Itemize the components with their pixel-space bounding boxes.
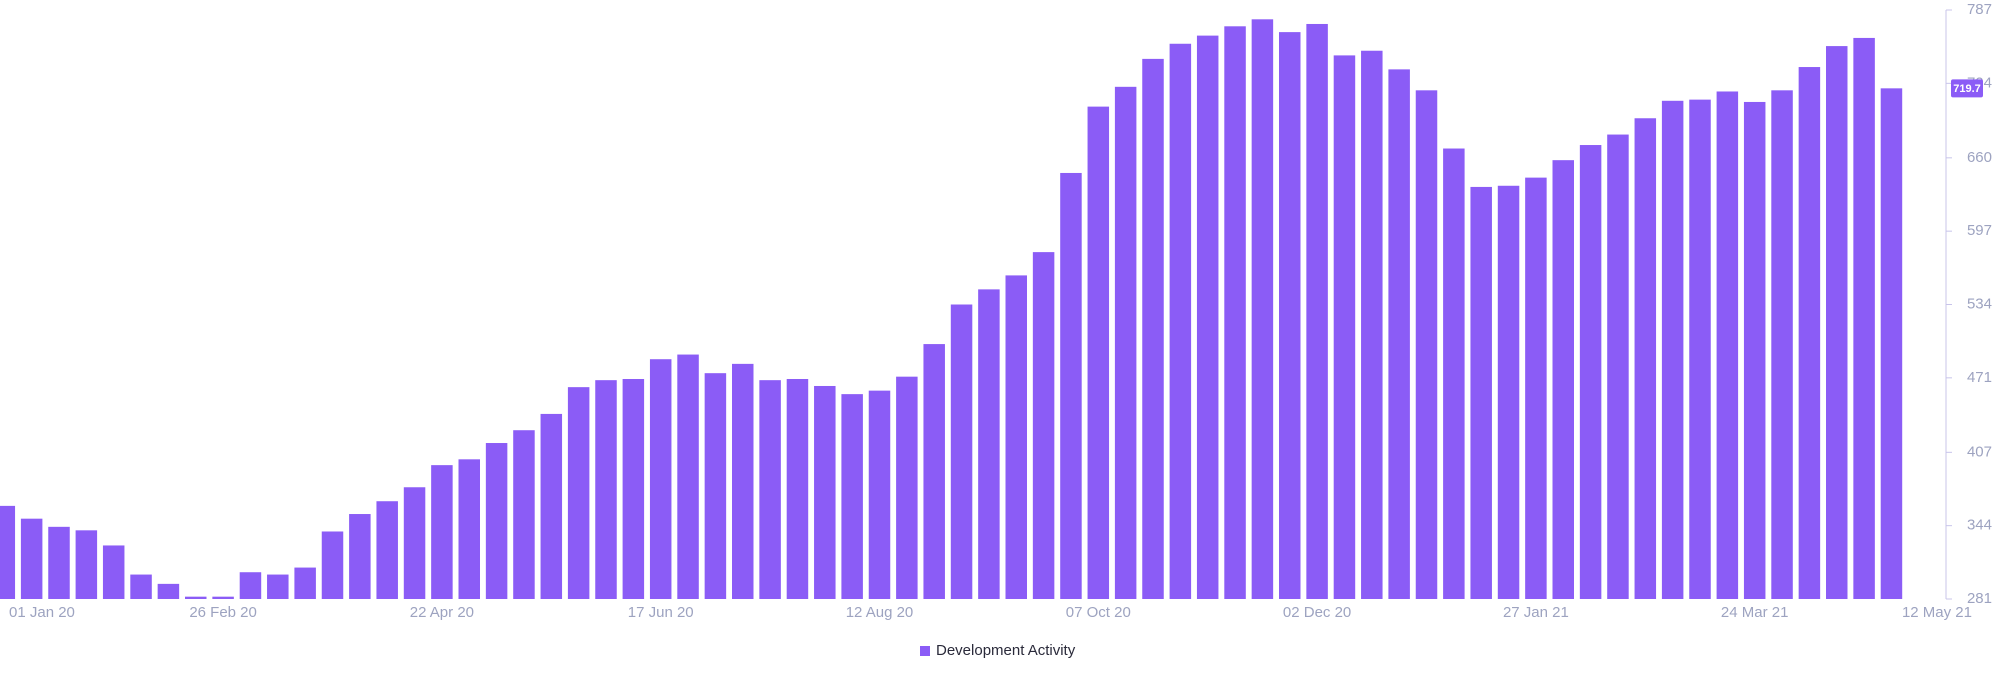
bar <box>1361 50 1383 600</box>
x-tick-label: 12 Aug 20 <box>846 604 914 621</box>
bar <box>1689 99 1711 599</box>
bar <box>759 380 781 599</box>
bar <box>75 530 98 599</box>
bar <box>1880 88 1903 599</box>
bar <box>649 359 672 599</box>
y-tick-label: 787 <box>1967 1 1992 18</box>
y-tick-label: 407 <box>1967 443 1992 460</box>
bar <box>267 574 289 599</box>
current-value-label: 719.7 <box>1953 83 1981 95</box>
x-tick-label: 07 Oct 20 <box>1066 604 1131 621</box>
bar <box>1525 177 1547 600</box>
y-tick-label: 660 <box>1967 149 1992 166</box>
bar <box>595 380 617 599</box>
bar <box>1087 106 1110 599</box>
bar <box>1388 69 1410 600</box>
bar <box>923 344 945 599</box>
bar <box>376 501 398 599</box>
bar <box>403 487 426 599</box>
bar <box>1196 35 1219 599</box>
bar <box>431 465 453 599</box>
x-tick-label: 27 Jan 21 <box>1503 604 1569 621</box>
bar <box>1279 32 1301 600</box>
bar <box>1251 19 1274 599</box>
bar <box>841 394 863 599</box>
bar <box>1771 90 1793 600</box>
bar <box>185 596 207 599</box>
y-tick-label: 597 <box>1967 222 1992 239</box>
bar <box>1826 46 1848 600</box>
bar <box>157 583 180 599</box>
y-tick-label: 281 <box>1967 590 1992 607</box>
x-tick-label: 02 Dec 20 <box>1283 604 1351 621</box>
bar <box>1497 185 1520 599</box>
bar <box>622 378 645 599</box>
bar <box>1032 252 1055 599</box>
bar <box>1060 172 1082 600</box>
bar <box>1169 43 1192 600</box>
bar <box>677 354 699 599</box>
y-tick-label: 471 <box>1967 369 1992 386</box>
bar <box>130 574 152 599</box>
x-tick-label: 26 Feb 20 <box>189 604 257 621</box>
x-tick-label: 22 Apr 20 <box>410 604 474 621</box>
bar <box>540 413 563 599</box>
x-tick-label: 17 Jun 20 <box>628 604 694 621</box>
bar <box>513 430 535 599</box>
bar <box>1579 145 1602 600</box>
bar <box>868 390 891 599</box>
bar <box>48 526 70 599</box>
bar <box>1333 55 1356 600</box>
bar <box>1853 37 1875 599</box>
bar <box>1224 26 1246 599</box>
y-tick-label: 534 <box>1967 295 1992 312</box>
bar <box>1661 100 1684 599</box>
bar <box>102 545 125 599</box>
current-value-box <box>1951 79 1983 98</box>
bar <box>732 363 754 599</box>
legend-swatch <box>920 646 930 656</box>
bars <box>0 19 1903 600</box>
bar <box>1415 90 1438 600</box>
bar <box>814 385 836 599</box>
bar <box>485 443 508 599</box>
bar <box>294 567 316 599</box>
bar <box>1607 134 1629 599</box>
x-tick-label: 24 Mar 21 <box>1721 604 1789 621</box>
bar <box>1798 67 1821 600</box>
bar <box>1470 186 1492 599</box>
bar <box>239 572 262 599</box>
bar <box>212 596 234 599</box>
bar <box>1142 58 1164 599</box>
bar <box>1716 91 1739 600</box>
bar <box>896 376 918 599</box>
bar <box>1552 160 1574 599</box>
bar <box>1114 86 1137 599</box>
bar <box>1743 101 1766 599</box>
legend-label: Development Activity <box>936 642 1076 659</box>
bar <box>1005 275 1027 599</box>
bar <box>349 514 371 599</box>
x-tick-label: 01 Jan 20 <box>9 604 75 621</box>
bar <box>567 387 590 599</box>
bar <box>786 378 809 599</box>
bar <box>1634 118 1657 599</box>
x-tick-label: 12 May 21 <box>1902 604 1972 621</box>
bar <box>458 459 480 599</box>
bar <box>704 373 727 599</box>
bar <box>20 518 43 599</box>
y-tick-label: 344 <box>1967 517 1992 534</box>
bar <box>950 304 973 599</box>
bar <box>1306 23 1328 599</box>
bar <box>978 289 1000 599</box>
bar <box>1443 148 1465 599</box>
bar <box>321 531 344 599</box>
bar <box>0 505 16 599</box>
